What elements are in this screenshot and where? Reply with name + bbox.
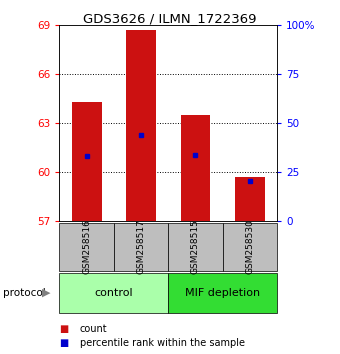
Text: ■: ■ <box>59 324 69 333</box>
Text: percentile rank within the sample: percentile rank within the sample <box>80 338 245 348</box>
Bar <box>235 177 265 221</box>
Text: GSM258517: GSM258517 <box>137 219 146 274</box>
Text: GSM258515: GSM258515 <box>191 219 200 274</box>
Bar <box>126 30 156 221</box>
Text: GSM258516: GSM258516 <box>82 219 91 274</box>
Text: control: control <box>95 288 133 298</box>
Bar <box>181 115 210 221</box>
Text: count: count <box>80 324 107 333</box>
Text: GDS3626 / ILMN_1722369: GDS3626 / ILMN_1722369 <box>83 12 257 25</box>
Text: MIF depletion: MIF depletion <box>185 288 260 298</box>
Text: ▶: ▶ <box>42 288 50 298</box>
Text: ■: ■ <box>59 338 69 348</box>
Bar <box>72 102 102 221</box>
Text: protocol: protocol <box>3 288 46 298</box>
Text: GSM258530: GSM258530 <box>245 219 254 274</box>
